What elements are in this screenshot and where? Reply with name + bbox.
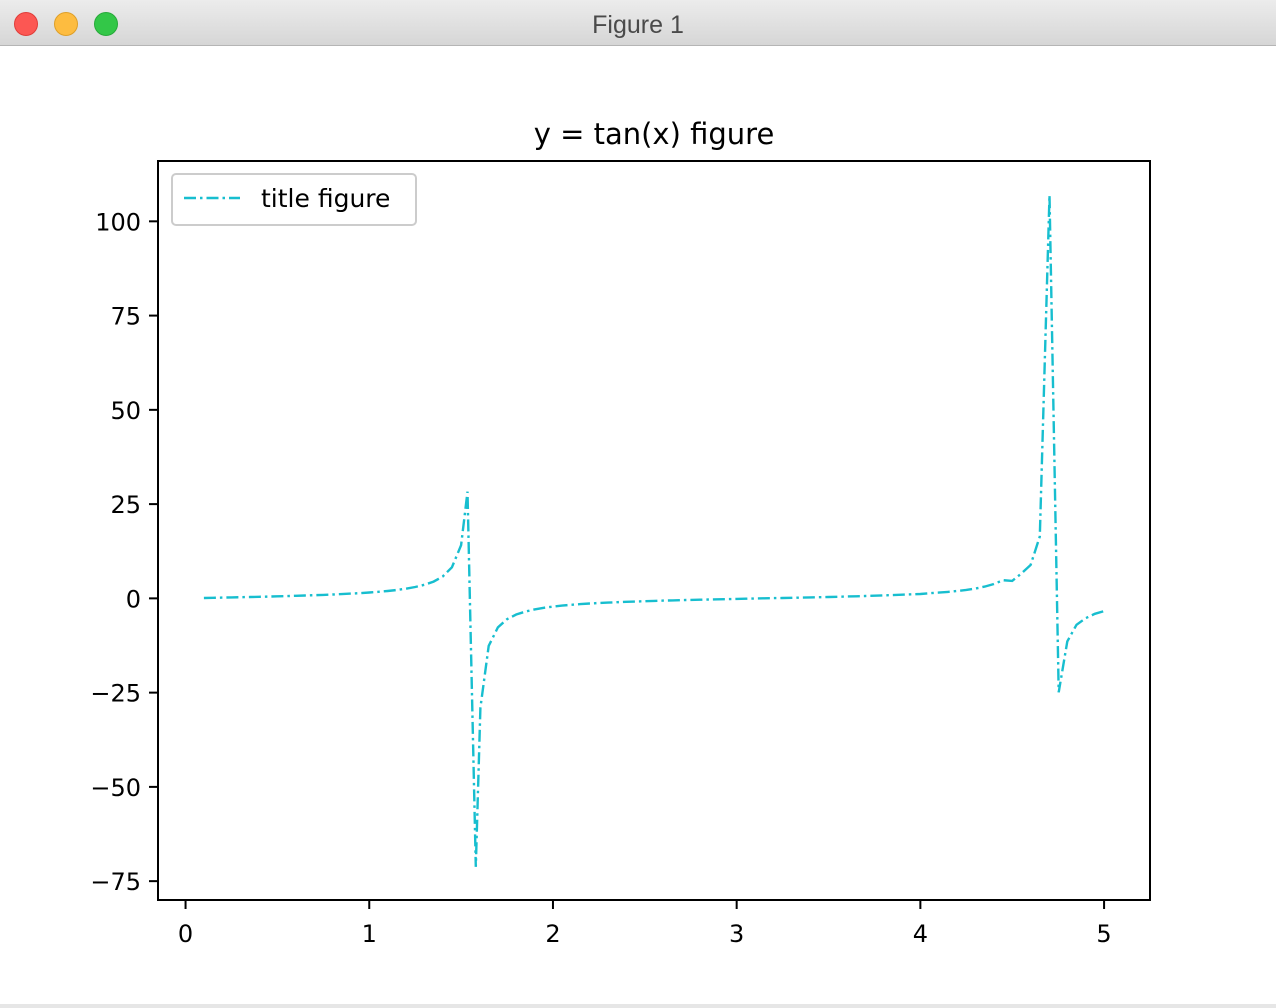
window-bottom-edge — [0, 1004, 1276, 1008]
y-tick-label: −75 — [90, 868, 141, 896]
x-tick-label: 2 — [545, 920, 560, 948]
x-tick-label: 0 — [178, 920, 193, 948]
plot-area — [203, 195, 1105, 867]
minimize-button[interactable] — [54, 12, 78, 36]
y-tick-label: 100 — [95, 208, 141, 236]
zoom-button[interactable] — [94, 12, 118, 36]
axis-ticks: 0 1 2 3 4 5 100 75 50 25 0 −25 −50 −75 — [90, 208, 1111, 948]
x-tick-label: 4 — [913, 920, 928, 948]
title-bar[interactable]: Figure 1 — [0, 0, 1276, 46]
close-button[interactable] — [14, 12, 38, 36]
y-tick-label: −25 — [90, 680, 141, 708]
y-tick-label: 75 — [110, 303, 141, 331]
y-tick-label: 25 — [110, 491, 141, 519]
legend-label: title figure — [261, 184, 390, 213]
y-tick-label: 50 — [110, 397, 141, 425]
x-tick-label: 1 — [362, 920, 377, 948]
x-tick-label: 3 — [729, 920, 744, 948]
chart-title: y = tan(x) figure — [534, 117, 775, 151]
legend-box — [171, 173, 417, 226]
window-title: Figure 1 — [592, 11, 684, 39]
series-line — [203, 195, 1105, 867]
y-tick-label: 0 — [126, 585, 141, 613]
x-tick-label: 5 — [1096, 920, 1111, 948]
legend: title figure — [171, 173, 417, 226]
y-tick-label: −50 — [90, 774, 141, 802]
axes-frame — [157, 160, 1151, 901]
